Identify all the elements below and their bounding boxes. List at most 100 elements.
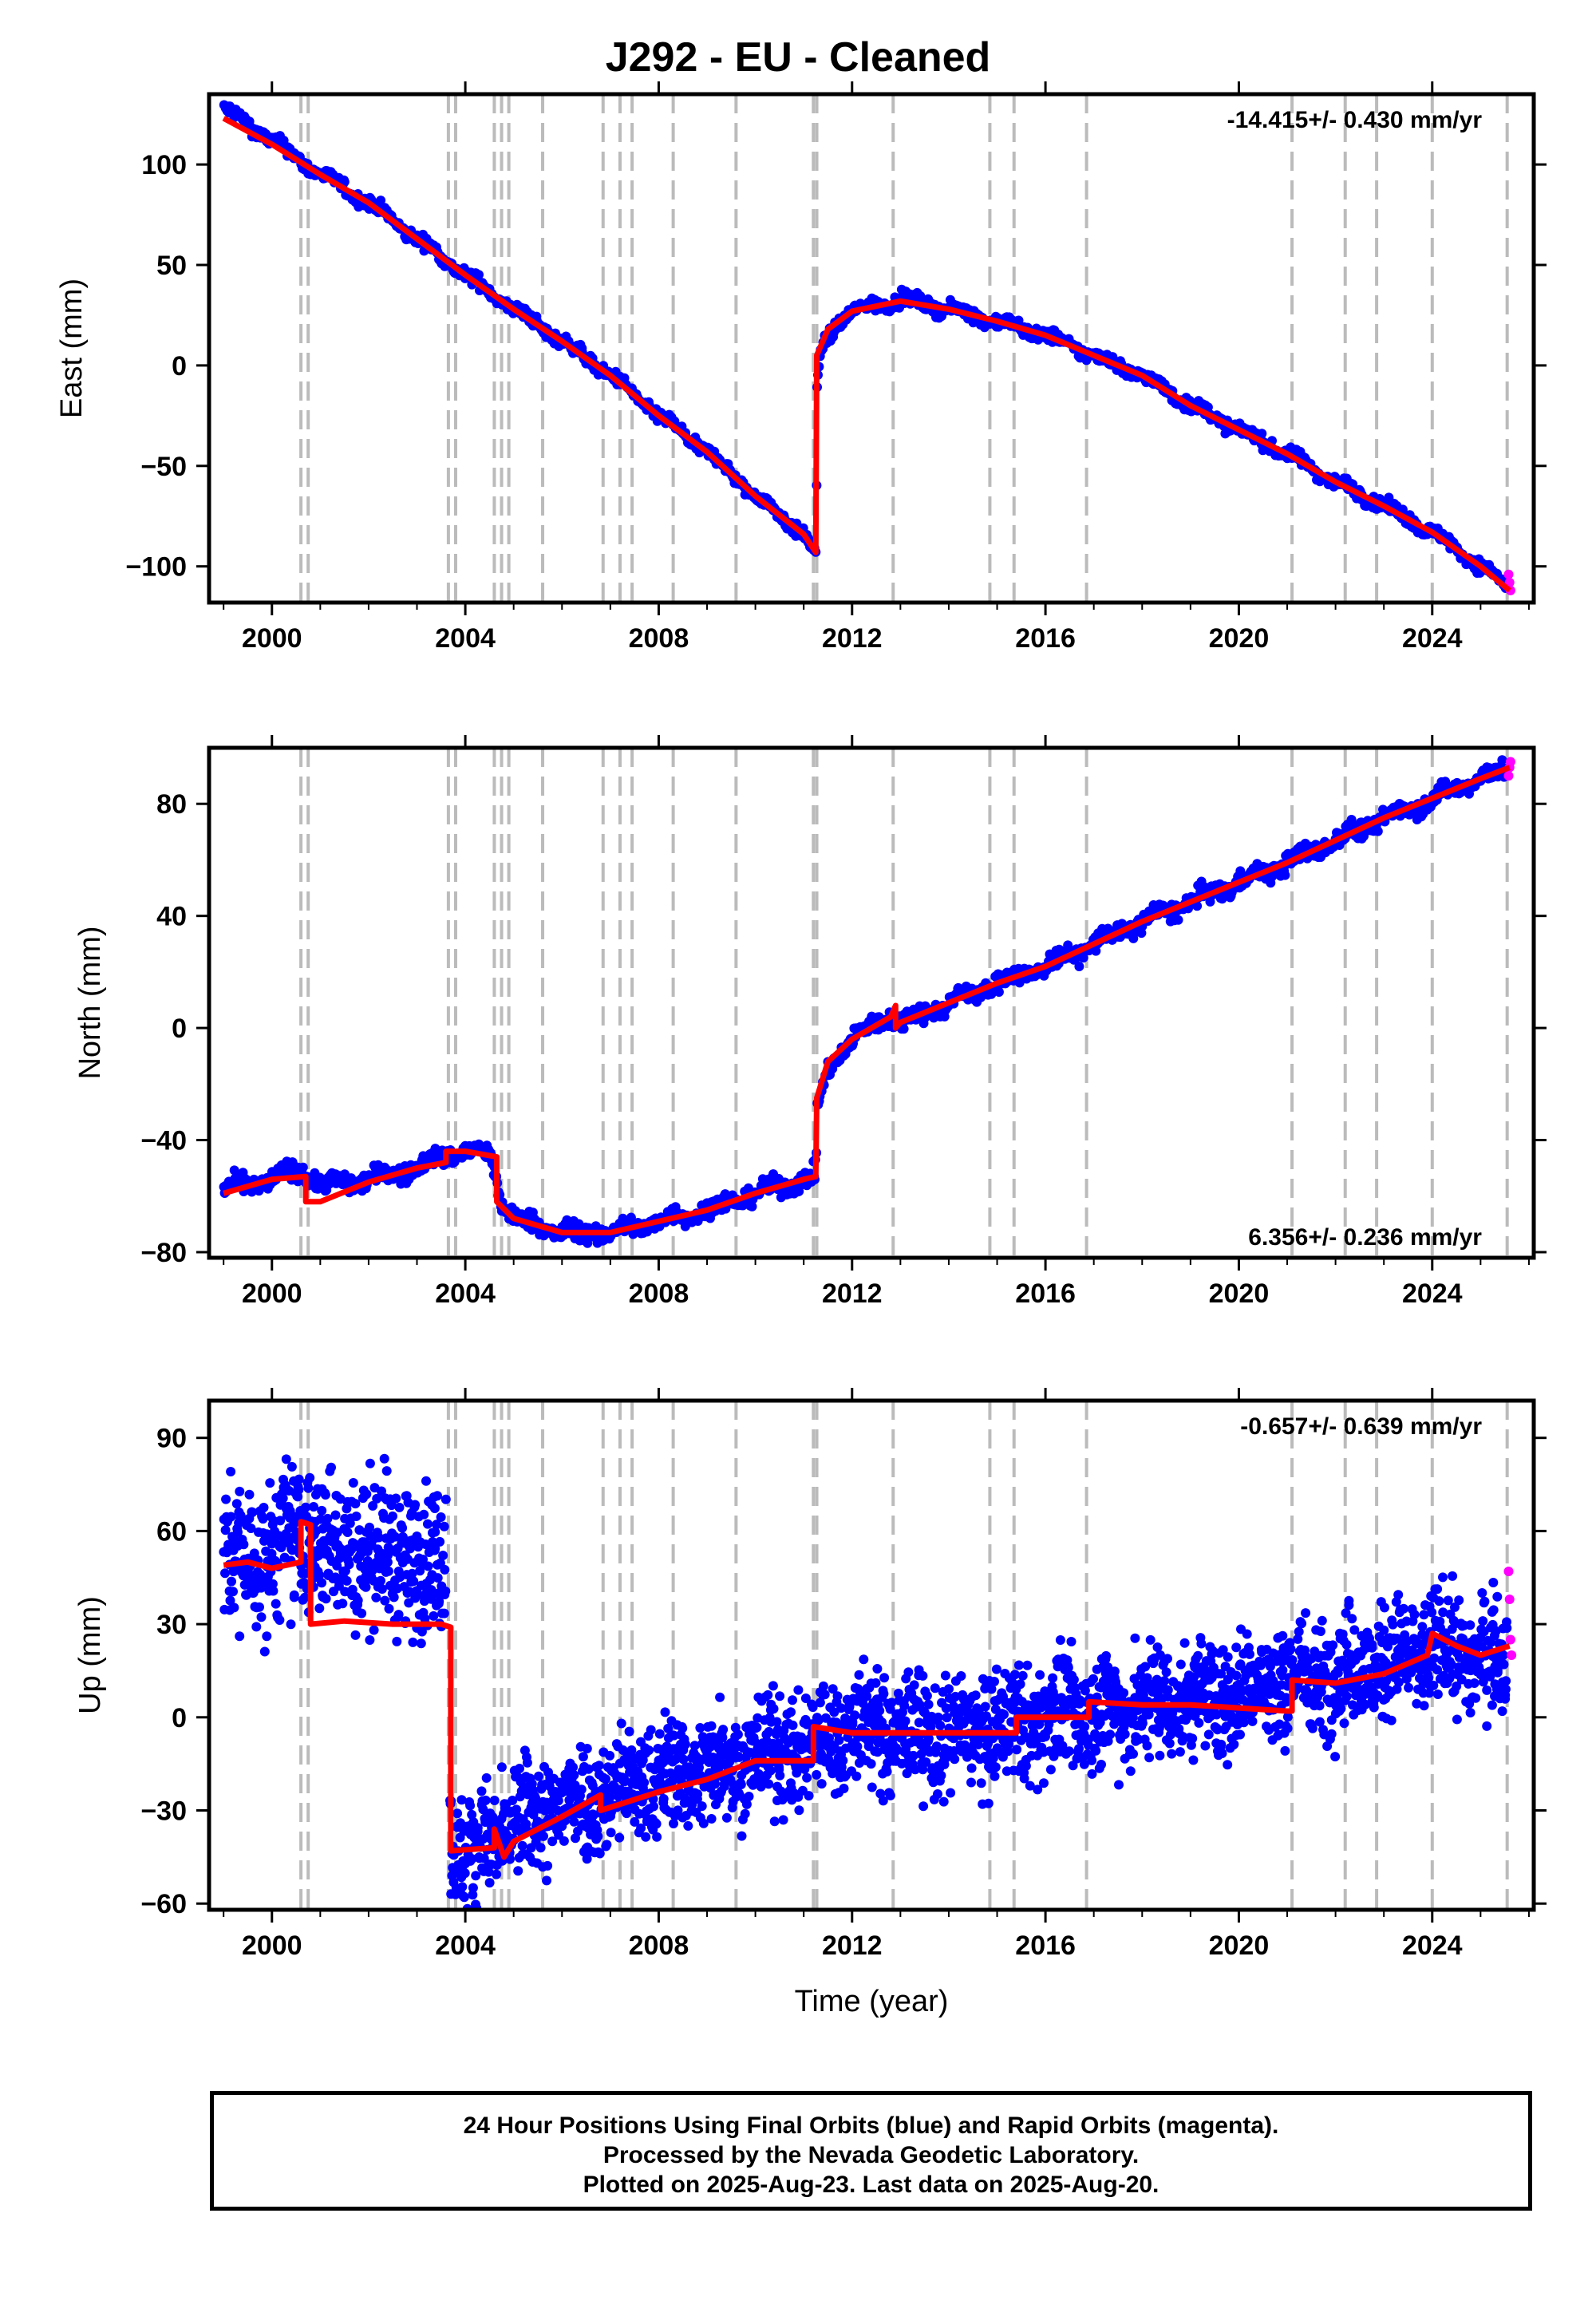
final-point — [872, 1664, 883, 1674]
final-point — [680, 1739, 690, 1749]
final-point — [918, 1670, 928, 1681]
final-point — [543, 1860, 553, 1871]
final-point — [305, 1472, 315, 1483]
final-point — [515, 1764, 524, 1773]
final-point — [235, 1486, 245, 1496]
final-point — [380, 1595, 390, 1606]
final-point — [440, 1564, 450, 1575]
final-point — [521, 1819, 531, 1829]
final-point — [669, 1819, 678, 1828]
final-point — [350, 1630, 361, 1640]
final-point — [630, 1816, 640, 1827]
final-point — [489, 1796, 500, 1805]
final-point — [430, 1543, 440, 1554]
final-point — [468, 1883, 478, 1893]
final-point — [259, 1503, 269, 1512]
final-point — [471, 1871, 481, 1881]
final-point — [440, 1494, 451, 1504]
final-point — [348, 1478, 358, 1488]
final-point — [246, 1524, 256, 1533]
x-tick-label: 2020 — [1209, 623, 1270, 654]
y-tick-label: 100 — [141, 150, 187, 180]
final-point — [568, 1762, 578, 1773]
final-point — [786, 1707, 796, 1717]
final-point — [508, 1796, 518, 1805]
final-point — [416, 1638, 426, 1649]
final-point — [439, 1521, 449, 1531]
final-point — [646, 1725, 656, 1735]
final-point — [1009, 1670, 1020, 1680]
final-point — [626, 1212, 636, 1223]
final-point — [438, 1551, 448, 1560]
x-tick-label: 2004 — [435, 1279, 496, 1309]
y-tick-label: 0 — [172, 1014, 187, 1044]
final-point — [513, 1866, 523, 1876]
final-point — [350, 1499, 361, 1509]
final-point — [392, 1636, 402, 1646]
final-point — [763, 1690, 773, 1700]
final-point — [717, 1733, 728, 1743]
final-point — [303, 1483, 314, 1493]
final-point — [736, 1780, 746, 1789]
final-point — [569, 1770, 579, 1780]
page-title: J292 - EU - Cleaned — [605, 34, 991, 81]
final-point — [710, 1779, 721, 1789]
final-point — [281, 1454, 291, 1464]
final-point — [547, 1836, 558, 1847]
final-point — [875, 1705, 885, 1716]
panel-up: 2000 2004 2008 2012 2016 2020 2024−60−30030609… — [73, 1388, 1547, 1961]
final-point — [379, 1453, 389, 1464]
final-point — [578, 1752, 588, 1762]
final-point — [452, 1808, 463, 1819]
final-point — [326, 1462, 336, 1472]
rate-label: 6.356+/- 0.236 mm/yr — [1248, 1224, 1482, 1251]
final-point — [970, 1690, 981, 1701]
final-point — [689, 1741, 700, 1751]
y-tick-label: −40 — [140, 1126, 187, 1156]
final-point — [933, 1789, 942, 1799]
final-point — [706, 1721, 717, 1731]
final-point — [602, 1840, 612, 1850]
final-point — [467, 1809, 477, 1820]
final-point — [652, 1832, 662, 1842]
final-point — [768, 1704, 779, 1714]
final-point — [371, 1592, 381, 1603]
final-point — [669, 1730, 679, 1741]
final-point — [330, 1510, 341, 1520]
final-point — [361, 1582, 371, 1592]
final-point — [788, 1695, 797, 1705]
final-point — [660, 1707, 670, 1717]
final-point — [816, 1779, 827, 1789]
final-point — [309, 1502, 318, 1512]
final-point — [698, 1818, 709, 1828]
final-point — [836, 1703, 846, 1713]
final-point — [496, 1762, 507, 1773]
final-point — [344, 1559, 354, 1570]
final-point — [247, 1508, 258, 1517]
final-point — [559, 1836, 569, 1846]
final-point — [278, 1493, 288, 1504]
y-axis-label: North (mm) — [73, 926, 107, 1079]
final-point — [802, 1773, 812, 1783]
final-point — [744, 1792, 754, 1801]
final-point — [606, 1828, 616, 1838]
final-point — [368, 1500, 378, 1511]
final-point — [832, 1691, 843, 1701]
final-point — [476, 1915, 485, 1924]
final-point — [854, 1670, 864, 1680]
final-point — [301, 1502, 311, 1512]
final-point — [923, 1699, 934, 1709]
final-point — [923, 1733, 934, 1744]
final-point — [384, 1603, 394, 1614]
final-point — [286, 1619, 296, 1630]
plot-area — [219, 94, 1515, 603]
final-point — [294, 1484, 304, 1495]
final-point — [361, 1489, 372, 1500]
final-point — [386, 1500, 397, 1510]
final-point — [227, 1576, 236, 1587]
final-point — [800, 1694, 811, 1703]
final-point — [942, 1713, 952, 1722]
final-point — [956, 1671, 966, 1681]
final-point — [1017, 1670, 1028, 1681]
rapid-point — [1504, 577, 1515, 587]
